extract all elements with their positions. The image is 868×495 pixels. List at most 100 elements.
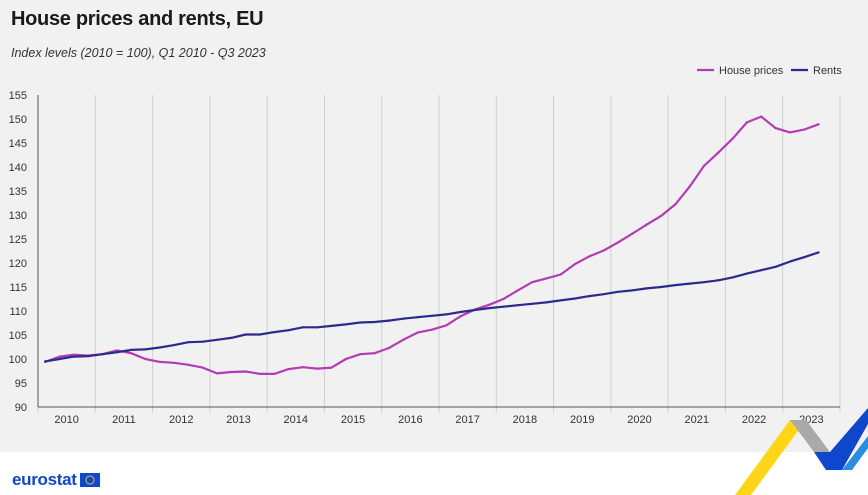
y-tick-label: 120 [9,258,27,270]
chart-subtitle: Index levels (2010 = 100), Q1 2010 - Q3 … [11,46,266,60]
data-point [373,352,376,355]
y-tick-label: 100 [9,354,27,366]
data-point [72,355,75,358]
data-point [402,317,405,320]
data-point [616,290,620,293]
data-point [273,331,276,334]
data-point [258,333,262,336]
data-point [588,295,591,298]
data-point [745,121,749,124]
x-tick-label: 2019 [570,414,594,426]
data-point [230,336,233,339]
data-point [359,321,362,324]
data-point [445,324,448,327]
data-point [745,272,749,275]
data-point [244,333,247,336]
data-point [760,115,763,118]
data-point [187,341,190,344]
data-point [416,331,419,334]
data-point [803,256,806,259]
data-point [674,283,677,287]
y-tick-label: 150 [9,114,27,126]
data-point [502,305,505,308]
x-tick-label: 2017 [455,414,479,426]
chart-panel: House prices and rents, EU Index levels … [0,0,868,452]
data-point [144,348,147,351]
x-tick-label: 2016 [398,414,422,426]
x-tick-label: 2012 [169,414,193,426]
y-tick-label: 145 [9,138,27,150]
data-point [545,301,548,304]
data-point [659,285,663,289]
y-tick-label: 155 [9,90,27,102]
x-tick-label: 2015 [341,414,365,426]
data-point [817,251,820,254]
data-point [344,357,348,361]
data-point [803,128,806,131]
data-point [129,348,133,351]
data-point [717,151,720,154]
data-point [144,357,147,361]
data-point [631,289,634,292]
data-point [788,260,791,263]
data-point [402,338,405,341]
data-point [58,357,61,361]
data-point [330,324,333,327]
x-tick-label: 2010 [54,414,78,426]
data-point [330,366,333,369]
data-point [674,203,677,206]
data-point [659,214,663,218]
data-point [573,297,577,300]
data-point [273,372,276,375]
series-line-rents [44,251,820,363]
data-point [172,361,176,364]
y-tick-label: 90 [15,402,27,414]
data-point [588,255,591,258]
data-point [688,282,691,285]
data-point [530,302,534,305]
data-point [530,281,534,284]
data-point [488,303,491,306]
data-point [87,355,90,358]
data-point [688,185,691,188]
data-point [215,372,219,375]
data-point [244,370,247,373]
data-point [559,273,562,276]
data-point [502,297,505,301]
data-point [774,265,777,268]
data-point [545,277,548,280]
data-point [301,366,305,369]
data-point [316,326,319,329]
data-point [488,307,491,310]
data-point [101,353,104,356]
footer: eurostat [0,452,868,495]
y-tick-label: 140 [9,162,27,174]
chart-title: House prices and rents, EU [11,8,264,30]
data-point [645,287,648,290]
data-point [631,232,634,235]
series-line-house-prices [44,115,820,375]
data-point [115,349,118,352]
data-point [58,355,61,358]
data-point [817,123,820,126]
data-point [258,372,262,375]
data-point [158,346,161,349]
data-point [731,137,734,140]
data-point [287,367,290,371]
data-point [387,346,390,350]
data-point [172,343,176,347]
logo-wordmark: eurostat [12,470,77,489]
data-point [459,315,462,318]
data-point [72,353,75,356]
data-point [717,279,720,282]
data-point [387,319,390,322]
data-point [158,360,161,363]
x-tick-label: 2023 [799,414,823,426]
data-point [559,299,562,302]
data-point [201,340,204,343]
x-tick-label: 2013 [226,414,250,426]
data-point [516,304,519,307]
data-point [473,308,476,312]
data-point [359,353,362,356]
legend-label: Rents [813,65,842,77]
